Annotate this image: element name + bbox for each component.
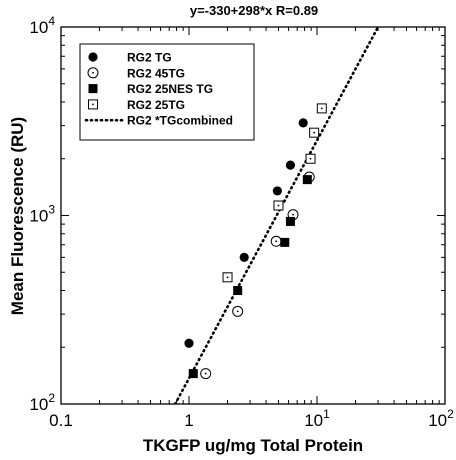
legend-box (79, 43, 255, 141)
marker-center (275, 240, 278, 243)
y-tick-label: 104 (29, 14, 55, 37)
x-tick-label: 1 (184, 411, 193, 430)
data-point (239, 252, 249, 262)
data-marks (173, 27, 380, 404)
marker-center (92, 103, 94, 106)
legend-marker (88, 99, 98, 110)
marker-center (92, 71, 94, 74)
marker-center (309, 157, 312, 160)
legend-label: RG2 45TG (127, 66, 185, 80)
data-point (285, 160, 296, 170)
data-point (232, 305, 244, 317)
data-point (305, 153, 316, 164)
data-point (233, 286, 243, 296)
data-point (270, 235, 282, 247)
marker-center (277, 204, 280, 207)
y-tick-label: 103 (29, 203, 55, 226)
marker-center (320, 107, 323, 110)
data-point (302, 175, 312, 185)
x-axis-label: TKGFP ug/mg Total Protein (143, 436, 363, 455)
legend-label: RG2 *TGcombined (127, 114, 233, 128)
legend-label: RG2 25NES TG (127, 82, 213, 96)
data-point (200, 368, 212, 380)
legend-label: RG2 25TG (127, 98, 185, 112)
marker-center (204, 372, 207, 375)
data-point (188, 369, 198, 379)
chart-annotation: y=-330+298*x R=0.89 (190, 3, 318, 18)
data-point (285, 216, 295, 226)
marker-center (226, 276, 229, 279)
marker-center (313, 131, 316, 134)
marker-center (292, 213, 294, 216)
axis-ticks (60, 27, 445, 405)
x-tick-label: 102 (428, 407, 454, 430)
data-point (222, 272, 233, 283)
data-point (280, 237, 290, 247)
data-point (316, 103, 327, 114)
legend-marker (88, 52, 98, 62)
data-point (272, 186, 282, 196)
legend-label: RG2 TG (127, 51, 172, 65)
y-axis-label: Mean Fluorescence (RU) (8, 117, 27, 315)
y-axis-ticks (61, 35, 445, 405)
legend-marker (88, 84, 98, 94)
data-point (184, 338, 194, 348)
trend-line (173, 27, 380, 404)
data-point (309, 127, 320, 138)
data-point (298, 118, 308, 128)
data-point (273, 200, 284, 211)
legend-marker (87, 67, 99, 79)
x-tick-label: 101 (304, 407, 330, 430)
x-tick-label: 0.1 (49, 411, 73, 430)
marker-center (236, 310, 239, 313)
x-axis-ticks (60, 27, 440, 404)
